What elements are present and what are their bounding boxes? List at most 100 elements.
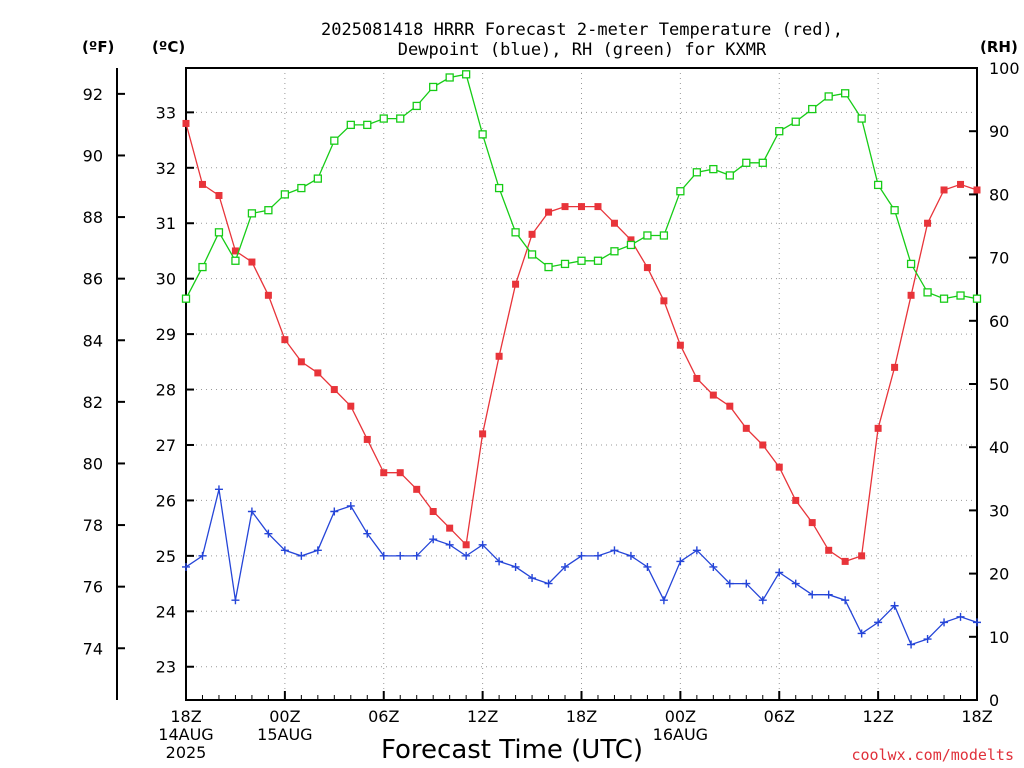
dewpoint-point [593,551,602,560]
rh-point [429,82,438,92]
dewpoint-point [429,535,438,544]
rh-point [214,228,224,237]
x-tick-label: 00Z [269,707,300,726]
celsius-tick-label: 33 [156,103,176,122]
rh-point [725,171,734,180]
rh-point [478,130,487,139]
temperature-point [660,297,668,305]
dewpoint-point [561,562,570,571]
celsius-tick-label: 29 [156,325,176,344]
rh-point [873,180,883,190]
temperature-point [314,369,322,377]
dewpoint-point [544,579,553,588]
dewpoint-point [198,551,207,560]
celsius-tick-label: 32 [156,159,176,178]
rh-point [742,158,751,167]
temperature-point [858,552,866,560]
dewpoint-point [528,574,537,583]
rh-point [775,127,784,136]
dewpoint-point [692,546,701,555]
dewpoint-point [577,551,586,560]
celsius-tick-label: 28 [156,381,176,400]
celsius-unit-label: (ºC) [152,38,185,56]
x-tick-label: 18Z [566,707,597,726]
celsius-tick-label: 27 [156,436,176,455]
temperature-point [248,258,256,266]
dewpoint-point [659,596,668,605]
dewpoint-point [247,507,256,516]
temperature-point [446,524,454,532]
x-tick-label: 18Z [961,707,992,726]
temperature-point [215,192,223,200]
x-tick-label: 12Z [862,707,893,726]
dewpoint-point [610,546,619,555]
dewpoint-point [264,529,273,538]
temperature-point [281,336,289,344]
rh-tick-label: 60 [989,312,1009,331]
temperature-point [528,230,536,238]
fahrenheit-tick-label: 84 [83,331,103,350]
dewpoint-series-line [185,489,978,646]
temperature-point [396,469,404,477]
dewpoint-point [923,635,932,644]
temperature-point [479,430,487,438]
rh-point [363,120,372,130]
rh-point [709,164,718,174]
dewpoint-point [626,551,635,560]
dewpoint-point [676,557,685,566]
temperature-point [610,219,618,227]
rh-point [412,101,421,111]
dewpoint-point [791,579,800,588]
temperature-point [330,386,338,394]
dewpoint-point [363,529,372,538]
x-tick-label: 12Z [467,707,498,726]
rh-point [247,209,257,218]
fahrenheit-tick-label: 78 [83,516,103,535]
rh-point [841,89,850,98]
rh-point [461,70,471,79]
fahrenheit-tick-label: 74 [83,639,103,658]
rh-point [577,256,586,265]
fahrenheit-tick-label: 92 [83,85,103,104]
rh-point [560,259,570,269]
rh-tick-label: 100 [989,59,1020,78]
x-tick-label: 00Z [665,707,696,726]
rh-point [511,228,520,237]
dewpoint-point [396,551,405,560]
celsius-tick-label: 25 [156,547,176,566]
dewpoint-point [890,601,899,610]
rh-point [330,136,339,145]
fahrenheit-tick-label: 90 [83,146,103,165]
temperature-point [759,441,767,449]
dewpoint-point [907,640,916,649]
dewpoint-point [709,562,718,571]
dewpoint-point [841,596,850,605]
rh-point [494,183,504,193]
fahrenheit-tick-label: 76 [83,578,103,597]
rh-tick-label: 20 [989,565,1009,584]
dewpoint-point [231,596,240,605]
rh-point [396,114,405,123]
rh-point [346,120,355,130]
rh-point [676,187,685,196]
rh-point [231,256,240,265]
rh-point [939,294,949,303]
rh-point [972,294,982,303]
rh-tick-label: 90 [989,122,1009,141]
x-tick-label: 2025 [166,743,207,762]
temperature-point [264,291,272,299]
temperature-point [742,424,750,432]
temperature-point [462,541,470,549]
grid-lines [186,68,977,700]
rh-point [264,206,273,215]
rh-point [313,174,322,183]
rh-point [181,294,191,303]
dewpoint-point [445,540,454,549]
fahrenheit-unit-label: (ºF) [82,38,114,56]
dewpoint-point [462,551,471,560]
x-axis-label: Forecast Time (UTC) [381,735,643,765]
dewpoint-point [643,562,652,571]
dewpoint-point [824,590,833,599]
rh-point [643,231,652,240]
